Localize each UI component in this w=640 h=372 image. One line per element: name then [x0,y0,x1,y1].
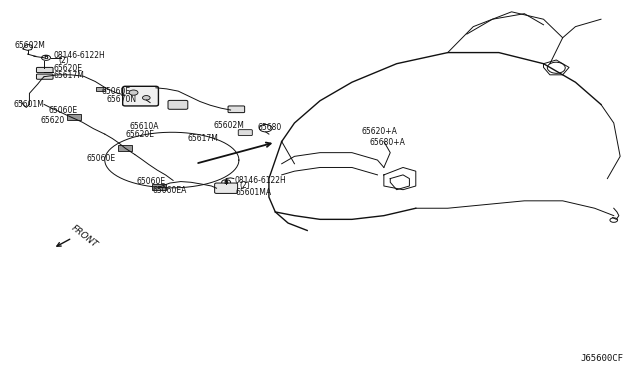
FancyBboxPatch shape [152,184,166,190]
Text: 65680+A: 65680+A [370,138,406,147]
Text: 65620+A: 65620+A [362,126,397,136]
FancyBboxPatch shape [67,114,81,120]
FancyBboxPatch shape [123,86,159,106]
Text: 65670N: 65670N [107,95,137,104]
Text: (2): (2) [239,181,250,190]
Text: 65602M: 65602M [15,41,45,50]
Text: 08146-6122H: 08146-6122H [234,176,286,185]
Text: 08146-6122H: 08146-6122H [53,51,105,60]
Text: J65600CF: J65600CF [580,354,623,363]
FancyBboxPatch shape [168,100,188,109]
Text: 65610A: 65610A [130,122,159,131]
Circle shape [42,55,51,60]
Text: 65601M: 65601M [13,100,44,109]
FancyBboxPatch shape [96,87,105,91]
Text: FRONT: FRONT [69,223,99,249]
Text: B: B [224,180,228,185]
Text: 65617M: 65617M [188,134,219,143]
Text: 65620E: 65620E [126,130,155,140]
FancyBboxPatch shape [36,67,53,73]
Text: 65617M: 65617M [53,71,84,80]
Circle shape [221,180,230,185]
FancyBboxPatch shape [238,130,252,136]
Text: 65620E: 65620E [53,64,82,73]
Text: 65060E: 65060E [136,177,165,186]
Text: 65060E: 65060E [49,106,77,115]
FancyBboxPatch shape [228,106,244,113]
Text: 65620: 65620 [40,116,65,125]
Circle shape [143,96,150,100]
Text: 65060EA: 65060EA [153,186,187,195]
FancyBboxPatch shape [214,183,237,193]
Text: 65602M: 65602M [213,122,244,131]
Text: 65060E: 65060E [102,87,131,96]
Text: (2): (2) [58,56,69,65]
Text: 65060E: 65060E [87,154,116,163]
FancyBboxPatch shape [118,145,132,151]
Text: 65680: 65680 [257,123,282,132]
FancyBboxPatch shape [36,74,53,79]
Text: 65601MA: 65601MA [236,188,272,197]
Text: B: B [44,55,49,60]
Circle shape [129,90,138,95]
